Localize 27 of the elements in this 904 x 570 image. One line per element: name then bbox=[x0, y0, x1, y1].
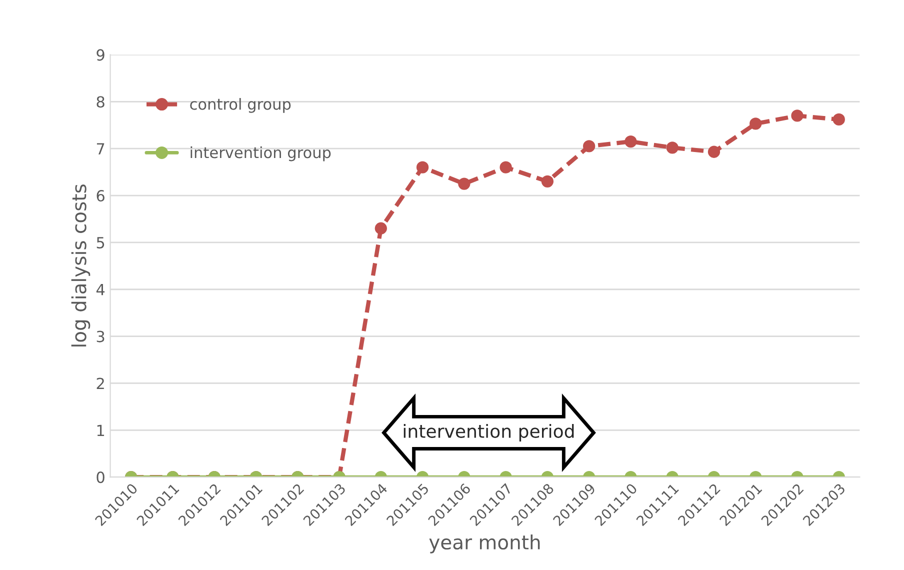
y-tick-label: 5 bbox=[96, 237, 104, 248]
point bbox=[583, 140, 596, 152]
legend-label: intervention group bbox=[190, 146, 331, 162]
point bbox=[416, 161, 429, 174]
y-tick-label: 8 bbox=[96, 96, 104, 108]
legend-label: control group bbox=[190, 98, 291, 113]
point bbox=[458, 178, 470, 190]
point bbox=[500, 161, 512, 174]
y-tick-label: 7 bbox=[96, 143, 104, 154]
point bbox=[624, 135, 637, 148]
y-tick-label: 3 bbox=[96, 330, 104, 342]
y-tick-label: 6 bbox=[96, 190, 104, 202]
point bbox=[541, 175, 554, 188]
annotation: intervention period bbox=[404, 424, 574, 442]
y-tick-label: 2 bbox=[96, 378, 104, 390]
y-tick-label: 1 bbox=[97, 424, 104, 436]
point bbox=[666, 142, 678, 154]
point bbox=[791, 110, 804, 122]
point bbox=[374, 222, 387, 234]
point bbox=[750, 118, 762, 130]
point bbox=[708, 146, 720, 158]
y-tick-label: 0 bbox=[96, 472, 104, 484]
y-tick-label: 4 bbox=[96, 284, 105, 296]
point bbox=[832, 113, 845, 126]
y-tick-label: 9 bbox=[96, 49, 104, 61]
x-axis-title: year month bbox=[429, 534, 540, 554]
y-axis-title: log dialysis costs bbox=[71, 184, 90, 346]
